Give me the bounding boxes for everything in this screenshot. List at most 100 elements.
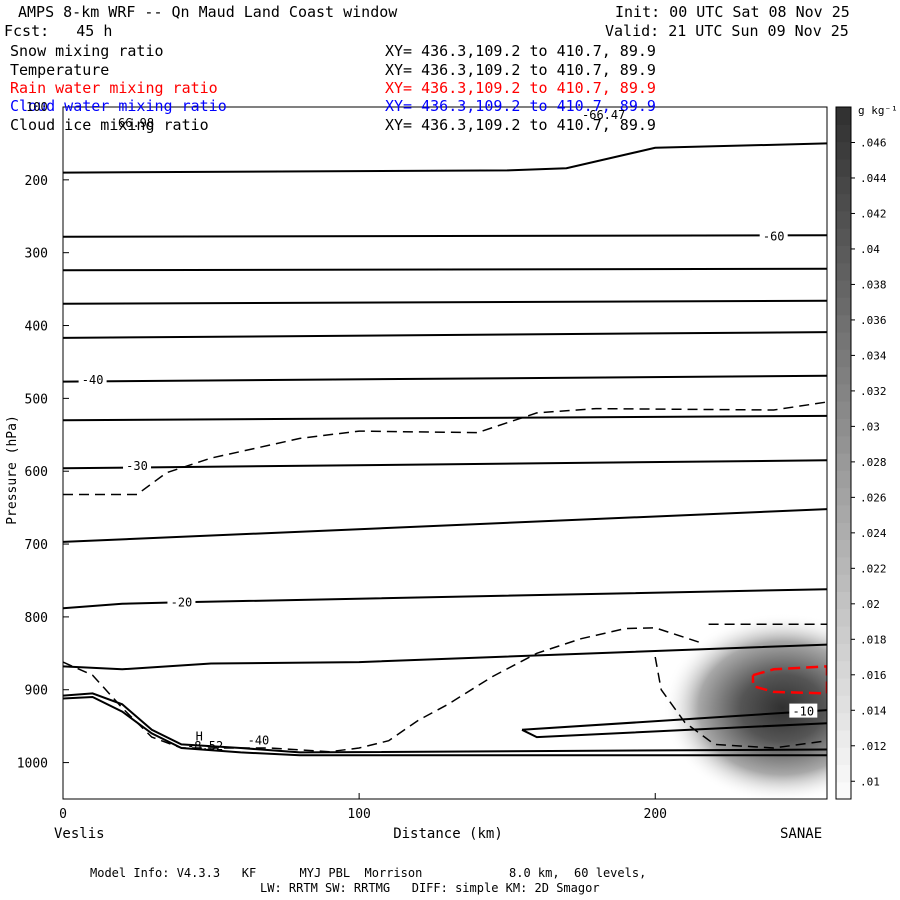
colorbar-swatch-26	[836, 331, 851, 350]
y-tick-label-900: 900	[25, 684, 48, 699]
right-endpoint-label: SANAE	[780, 826, 822, 842]
left-endpoint-label: Veslis	[54, 826, 105, 842]
colorbar-swatch-35	[836, 176, 851, 195]
colorbar-swatch-1	[836, 764, 851, 783]
colorbar-swatch-11	[836, 591, 851, 610]
colorbar-swatch-4	[836, 712, 851, 731]
isotherm-label-bg-5	[78, 372, 107, 387]
y-tick-label-1000: 1000	[17, 757, 48, 772]
cloud-ice-contour-0	[63, 401, 827, 496]
colorbar-swatch-28	[836, 297, 851, 316]
axes-layer: 200 300 400 500 600 700 800 900 1000 0 100 200	[17, 174, 667, 822]
isotherm-label-bg-9	[167, 594, 196, 609]
colorbar-swatch-33	[836, 210, 851, 229]
colorbar-tick-label-4: .038	[860, 278, 887, 291]
isotherm-11	[63, 692, 827, 754]
colorbar-swatch-13	[836, 556, 851, 575]
y-tick-label-600: 600	[25, 465, 48, 480]
overlap-label-66-neg: -66.47	[582, 108, 626, 122]
colorbar-swatch-20	[836, 435, 851, 454]
init-time: Init: 00 UTC Sat 08 Nov 25	[615, 3, 850, 21]
field-name-temperature: Temperature	[10, 61, 110, 79]
colorbar-swatch-21	[836, 418, 851, 437]
isotherm-14	[521, 722, 827, 739]
overlap-label-66: 66.98	[118, 116, 155, 130]
colorbar-tick-label-6: .034	[860, 349, 887, 362]
cloud-ice-layer	[63, 401, 827, 753]
colorbar-tick-label-13: .02	[860, 598, 880, 611]
field-name-cloud-water: Cloud water mixing ratio	[10, 97, 227, 115]
footer-physics-info: LW: RRTM SW: RRTMG DIFF: simple KM: 2D S…	[260, 881, 600, 895]
colorbar-swatch-23	[836, 383, 851, 402]
colorbar-swatch-29	[836, 280, 851, 298]
colorbar-swatch-7	[836, 660, 851, 679]
colorbar-swatch-16	[836, 504, 851, 523]
rain-layer	[751, 665, 827, 695]
isotherm-label-bg-7	[123, 458, 152, 473]
colorbar-swatch-5	[836, 695, 851, 714]
colorbar-swatch-32	[836, 228, 851, 246]
colorbar-swatch-25	[836, 349, 851, 368]
isotherm-label-13: -10	[792, 705, 814, 719]
colorbar-swatch-2	[836, 747, 851, 765]
colorbar-swatch-3	[836, 729, 851, 748]
colorbar-swatch-12	[836, 574, 851, 592]
x-tick-label-200: 200	[644, 807, 667, 822]
colorbar-swatch-34	[836, 193, 851, 212]
overlap-label-100: 100	[26, 100, 48, 114]
colorbar-tick-label-8: .03	[860, 420, 880, 433]
footer-model-info: Model Info: V4.3.3 KF MYJ PBL Morrison 8…	[90, 866, 647, 880]
y-tick-label-300: 300	[25, 247, 48, 262]
x-axis-title: Distance (km)	[393, 826, 503, 842]
isotherm-layer: -60 -40 -30 -20 -10 -40 -8.52H	[63, 142, 827, 757]
y-tick-label-500: 500	[25, 392, 48, 407]
snow-mixing-ratio-shade	[662, 612, 827, 799]
colorbar-tick-label-11: .024	[860, 527, 887, 540]
plot-frame	[62, 106, 828, 800]
isotherm-label-5: -40	[82, 373, 104, 387]
field-xy-rain: XY= 436.3,109.2 to 410.7, 89.9	[385, 79, 656, 97]
colorbar-tick-label-12: .022	[860, 562, 887, 575]
colorbar-swatch-22	[836, 401, 851, 419]
colorbar-swatch-27	[836, 314, 851, 333]
field-name-rain: Rain water mixing ratio	[10, 79, 218, 97]
colorbar-swatch-9	[836, 626, 851, 644]
colorbar-swatch-38	[836, 124, 851, 143]
isotherm-2	[63, 267, 827, 272]
colorbar-swatch-14	[836, 539, 851, 558]
colorbar-tick-label-2: .042	[860, 207, 887, 220]
colorbar-swatch-24	[836, 366, 851, 385]
forecast-hour: Fcst: 45 h	[4, 22, 113, 40]
contour-annotation-1: -8.52	[187, 739, 223, 753]
colorbar-tick-label-15: .016	[860, 669, 887, 682]
colorbar-swatch-37	[836, 141, 851, 160]
colorbar-swatch-6	[836, 677, 851, 696]
isotherm-label-9: -20	[171, 595, 193, 609]
isotherm-9	[63, 588, 827, 610]
colorbar: .046 .044 .042 .04 .038 .036 .034 .032 .03 .028 .0…	[835, 106, 887, 800]
colorbar-tick-label-18: .01	[860, 775, 880, 788]
isotherm-label-1: -60	[763, 230, 785, 244]
isotherm-0	[63, 142, 827, 174]
colorbar-swatch-15	[836, 522, 851, 541]
colorbar-tick-label-5: .036	[860, 314, 887, 327]
cloud-ice-contour-1	[63, 627, 700, 753]
colorbar-swatch-18	[836, 470, 851, 489]
y-tick-label-400: 400	[25, 320, 48, 335]
cloud-ice-contour-3	[654, 656, 827, 749]
colorbar-swatch-8	[836, 643, 851, 662]
colorbar-tick-label-3: .04	[860, 243, 880, 256]
colorbar-frame	[835, 106, 852, 800]
y-axis-title: Pressure (hPa)	[5, 415, 20, 525]
colorbar-swatch-31	[836, 245, 851, 264]
colorbar-tick-label-14: .018	[860, 633, 887, 646]
field-name-snow: Snow mixing ratio	[10, 42, 164, 60]
isotherm-label-bg-13	[789, 703, 818, 718]
isotherm-7	[63, 459, 827, 470]
field-xy-cloud-ice: XY= 436.3,109.2 to 410.7, 89.9	[385, 116, 656, 134]
y-tick-label-800: 800	[25, 611, 48, 626]
colorbar-tick-label-16: .014	[860, 704, 887, 717]
colorbar-swatch-10	[836, 608, 851, 627]
isotherm-label-bg-1	[759, 228, 788, 243]
isotherm-1	[63, 234, 827, 238]
